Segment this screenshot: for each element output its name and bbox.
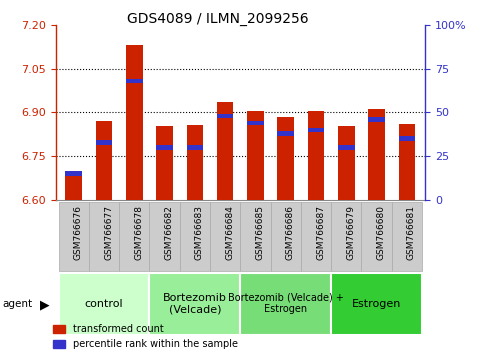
Text: GSM766680: GSM766680	[377, 205, 385, 260]
Text: GSM766686: GSM766686	[286, 205, 295, 260]
Bar	[149, 202, 180, 271]
Bar	[96, 140, 113, 144]
Bar	[247, 111, 264, 200]
Bar	[398, 136, 415, 141]
Bar	[308, 111, 325, 200]
Text: GDS4089 / ILMN_2099256: GDS4089 / ILMN_2099256	[127, 12, 308, 27]
Bar	[65, 171, 82, 200]
Text: GSM766683: GSM766683	[195, 205, 204, 260]
Bar	[156, 145, 173, 150]
Bar	[126, 45, 142, 200]
Bar	[217, 114, 233, 118]
Bar	[331, 273, 422, 335]
Text: control: control	[85, 298, 123, 309]
Text: GSM766678: GSM766678	[134, 205, 143, 260]
Text: Estrogen: Estrogen	[352, 298, 401, 309]
Bar	[96, 121, 113, 200]
Bar	[338, 126, 355, 200]
Bar	[241, 273, 331, 335]
Bar	[58, 273, 149, 335]
Text: GSM766681: GSM766681	[407, 205, 416, 260]
Bar	[277, 131, 294, 136]
Bar	[398, 124, 415, 200]
Bar	[270, 202, 301, 271]
Text: ▶: ▶	[40, 298, 50, 311]
Bar	[156, 126, 173, 200]
Bar	[149, 273, 241, 335]
Bar	[247, 121, 264, 125]
Bar	[217, 102, 233, 200]
Text: GSM766679: GSM766679	[346, 205, 355, 260]
Text: Bortezomib
(Velcade): Bortezomib (Velcade)	[163, 293, 227, 314]
Bar	[368, 109, 385, 200]
Text: GSM766677: GSM766677	[104, 205, 113, 260]
Text: GSM766682: GSM766682	[165, 205, 173, 260]
Bar	[65, 171, 82, 176]
Text: GSM766687: GSM766687	[316, 205, 325, 260]
Text: agent: agent	[2, 299, 32, 309]
Bar	[301, 202, 331, 271]
Bar	[210, 202, 241, 271]
Bar	[186, 145, 203, 150]
Bar	[308, 127, 325, 132]
Text: GSM766684: GSM766684	[225, 205, 234, 260]
Bar	[361, 202, 392, 271]
Text: GSM766685: GSM766685	[256, 205, 264, 260]
Bar	[58, 202, 89, 271]
Bar	[338, 145, 355, 150]
Bar	[331, 202, 361, 271]
Bar	[186, 125, 203, 200]
Text: Bortezomib (Velcade) +
Estrogen: Bortezomib (Velcade) + Estrogen	[228, 293, 344, 314]
Bar	[89, 202, 119, 271]
Bar	[119, 202, 149, 271]
Bar	[241, 202, 270, 271]
Bar	[368, 117, 385, 122]
Bar	[392, 202, 422, 271]
Bar	[180, 202, 210, 271]
Text: GSM766676: GSM766676	[74, 205, 83, 260]
Bar	[126, 79, 142, 83]
Bar	[277, 117, 294, 200]
Legend: transformed count, percentile rank within the sample: transformed count, percentile rank withi…	[53, 324, 238, 349]
